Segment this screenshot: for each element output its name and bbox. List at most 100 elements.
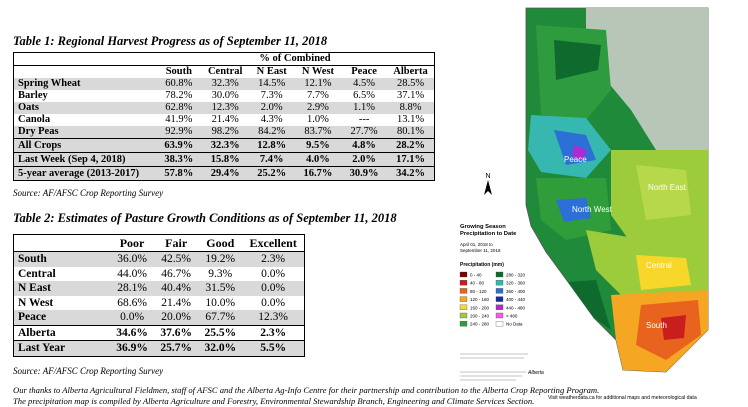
cell: 67.7%	[198, 310, 243, 325]
legend-swatch	[495, 296, 504, 302]
legend-label: 0 - 40	[470, 273, 482, 278]
table-row: Dry Peas 92.9% 98.2% 84.2% 83.7% 27.7% 8…	[13, 126, 435, 139]
legend-swatch	[495, 288, 504, 294]
cell: 0.0%	[110, 310, 155, 325]
row-label: Central	[18, 267, 56, 280]
cell: 8.8%	[387, 102, 435, 114]
cell: 2.0%	[248, 102, 295, 114]
map-date-line1: April 01, 2018 to	[460, 242, 493, 247]
cell: 80.1%	[387, 126, 435, 139]
cell: 60.8%	[155, 78, 202, 90]
region-label-north-west: North West	[572, 205, 613, 214]
cell: 46.7%	[161, 267, 192, 280]
cell: 78.2%	[165, 90, 193, 101]
cell: 21.4%	[211, 114, 239, 125]
legend-swatch	[459, 304, 468, 310]
cell: 4.8%	[341, 138, 388, 153]
cell: 0.0%	[261, 296, 286, 309]
cell: ---	[358, 114, 370, 125]
cell: 4.3%	[260, 114, 283, 125]
pasture-conditions-table: Poor Fair Good Excellent South 36.0% 42.…	[13, 234, 305, 357]
legend-label: 80 - 120	[470, 289, 487, 294]
legend-label: 360 - 400	[506, 289, 526, 294]
svg-text:N: N	[486, 173, 491, 180]
table-header-blank	[13, 234, 110, 252]
table-row: Canola 41.9% 21.4% 4.3% 1.0% --- 13.1%	[14, 114, 435, 126]
footnote-map-credit: The precipitation map is compiled by Alb…	[13, 396, 535, 406]
cell: 37.6%	[154, 324, 199, 341]
table2-title: Table 2: Estimates of Pasture Growth Con…	[13, 211, 397, 225]
table1-title: Table 1: Regional Harvest Progress as of…	[13, 34, 328, 48]
cell: 28.5%	[387, 78, 435, 90]
row-label: Spring Wheat	[13, 78, 156, 90]
row-label: Last Week (Sep 4, 2018)	[13, 152, 156, 167]
table1-source: Source: AF/AFSC Crop Reporting Survey	[13, 188, 164, 198]
legend-swatch	[495, 304, 504, 310]
legend-label: 40 - 80	[470, 281, 485, 286]
cell: 1.0%	[307, 114, 329, 125]
row-label: N East	[13, 281, 110, 296]
harvest-progress-table: % of Combined South Central N East N Wes…	[13, 52, 435, 181]
region-label-central: Central	[646, 261, 672, 270]
summary-row: All Crops 63.9% 32.3% 12.8% 9.5% 4.8% 28…	[13, 138, 435, 153]
map-date-line2: September 11, 2018	[460, 248, 501, 253]
legend-title: Precipitation (mm)	[460, 262, 504, 268]
legend-label: 240 - 280	[470, 322, 490, 327]
alberta-logo: Alberta	[527, 370, 544, 376]
table-row: N West 68.6% 21.4% 10.0% 0.0%	[14, 296, 305, 311]
legend-swatch	[495, 271, 504, 278]
row-label: N West	[18, 296, 54, 309]
cell: 19.2%	[198, 251, 243, 267]
cell: 98.2%	[201, 126, 249, 139]
cell: 25.7%	[154, 340, 199, 356]
cell: 32.0%	[198, 340, 243, 356]
column-header: N East	[256, 66, 287, 77]
summary-row: Alberta 34.6% 37.6% 25.5% 2.3%	[13, 324, 305, 341]
cell: 16.7%	[294, 166, 342, 181]
legend-swatch	[459, 312, 468, 319]
cell: 44.0%	[117, 267, 147, 280]
cell: 57.8%	[155, 166, 202, 181]
north-arrow-icon: N	[484, 173, 492, 195]
cell: 32.3%	[201, 138, 249, 153]
legend-label: 160 - 200	[470, 305, 490, 310]
cell: 62.8%	[155, 102, 202, 114]
cell: 14.5%	[248, 78, 295, 90]
row-label: Peace	[13, 310, 110, 325]
table2-source: Source: AF/AFSC Crop Reporting Survey	[13, 366, 164, 376]
legend-label: 120 - 160	[470, 297, 490, 302]
legend-swatch	[495, 321, 504, 327]
footnote-thanks: Our thanks to Alberta Agricultural Field…	[13, 385, 600, 395]
region-label-south: South	[646, 321, 667, 330]
cell: 7.4%	[248, 152, 295, 167]
cell: 25.2%	[248, 166, 295, 181]
cell: 17.1%	[387, 152, 435, 167]
legend-swatch	[459, 296, 468, 302]
cell: 63.9%	[155, 138, 202, 153]
legend-label: No Data	[506, 322, 523, 327]
column-header: Alberta	[393, 66, 428, 77]
cell: 30.0%	[211, 90, 239, 101]
cell: 12.3%	[201, 102, 249, 114]
cell: 83.7%	[294, 126, 342, 139]
cell: 2.3%	[242, 324, 305, 341]
cell: 92.9%	[155, 126, 202, 139]
cell: 68.6%	[117, 296, 147, 309]
legend-label: 440 - 480	[506, 305, 526, 310]
region-label-north-east: North East	[648, 183, 687, 192]
cell: 36.0%	[110, 251, 155, 267]
legend-label: 400 - 440	[506, 297, 526, 302]
legend-swatch	[459, 321, 468, 327]
precipitation-legend: 0 - 40 40 - 80 80 - 120 120 - 160 160 - 200 2…	[459, 271, 526, 327]
table-row: Central 44.0% 46.7% 9.3% 0.0%	[14, 267, 305, 282]
cell: 36.9%	[110, 340, 155, 356]
legend-label: 200 - 240	[470, 314, 490, 319]
row-label: 5-year average (2013-2017)	[13, 166, 156, 181]
summary-row: Last Year 36.9% 25.7% 32.0% 5.5%	[13, 340, 305, 356]
column-header: Central	[207, 66, 243, 77]
summary-row: Last Week (Sep 4, 2018) 38.3% 15.8% 7.4%…	[13, 152, 435, 167]
cell: 0.0%	[242, 281, 305, 296]
row-label: Last Year	[13, 340, 110, 356]
cell: 41.9%	[165, 114, 193, 125]
cell: 20.0%	[154, 310, 199, 325]
